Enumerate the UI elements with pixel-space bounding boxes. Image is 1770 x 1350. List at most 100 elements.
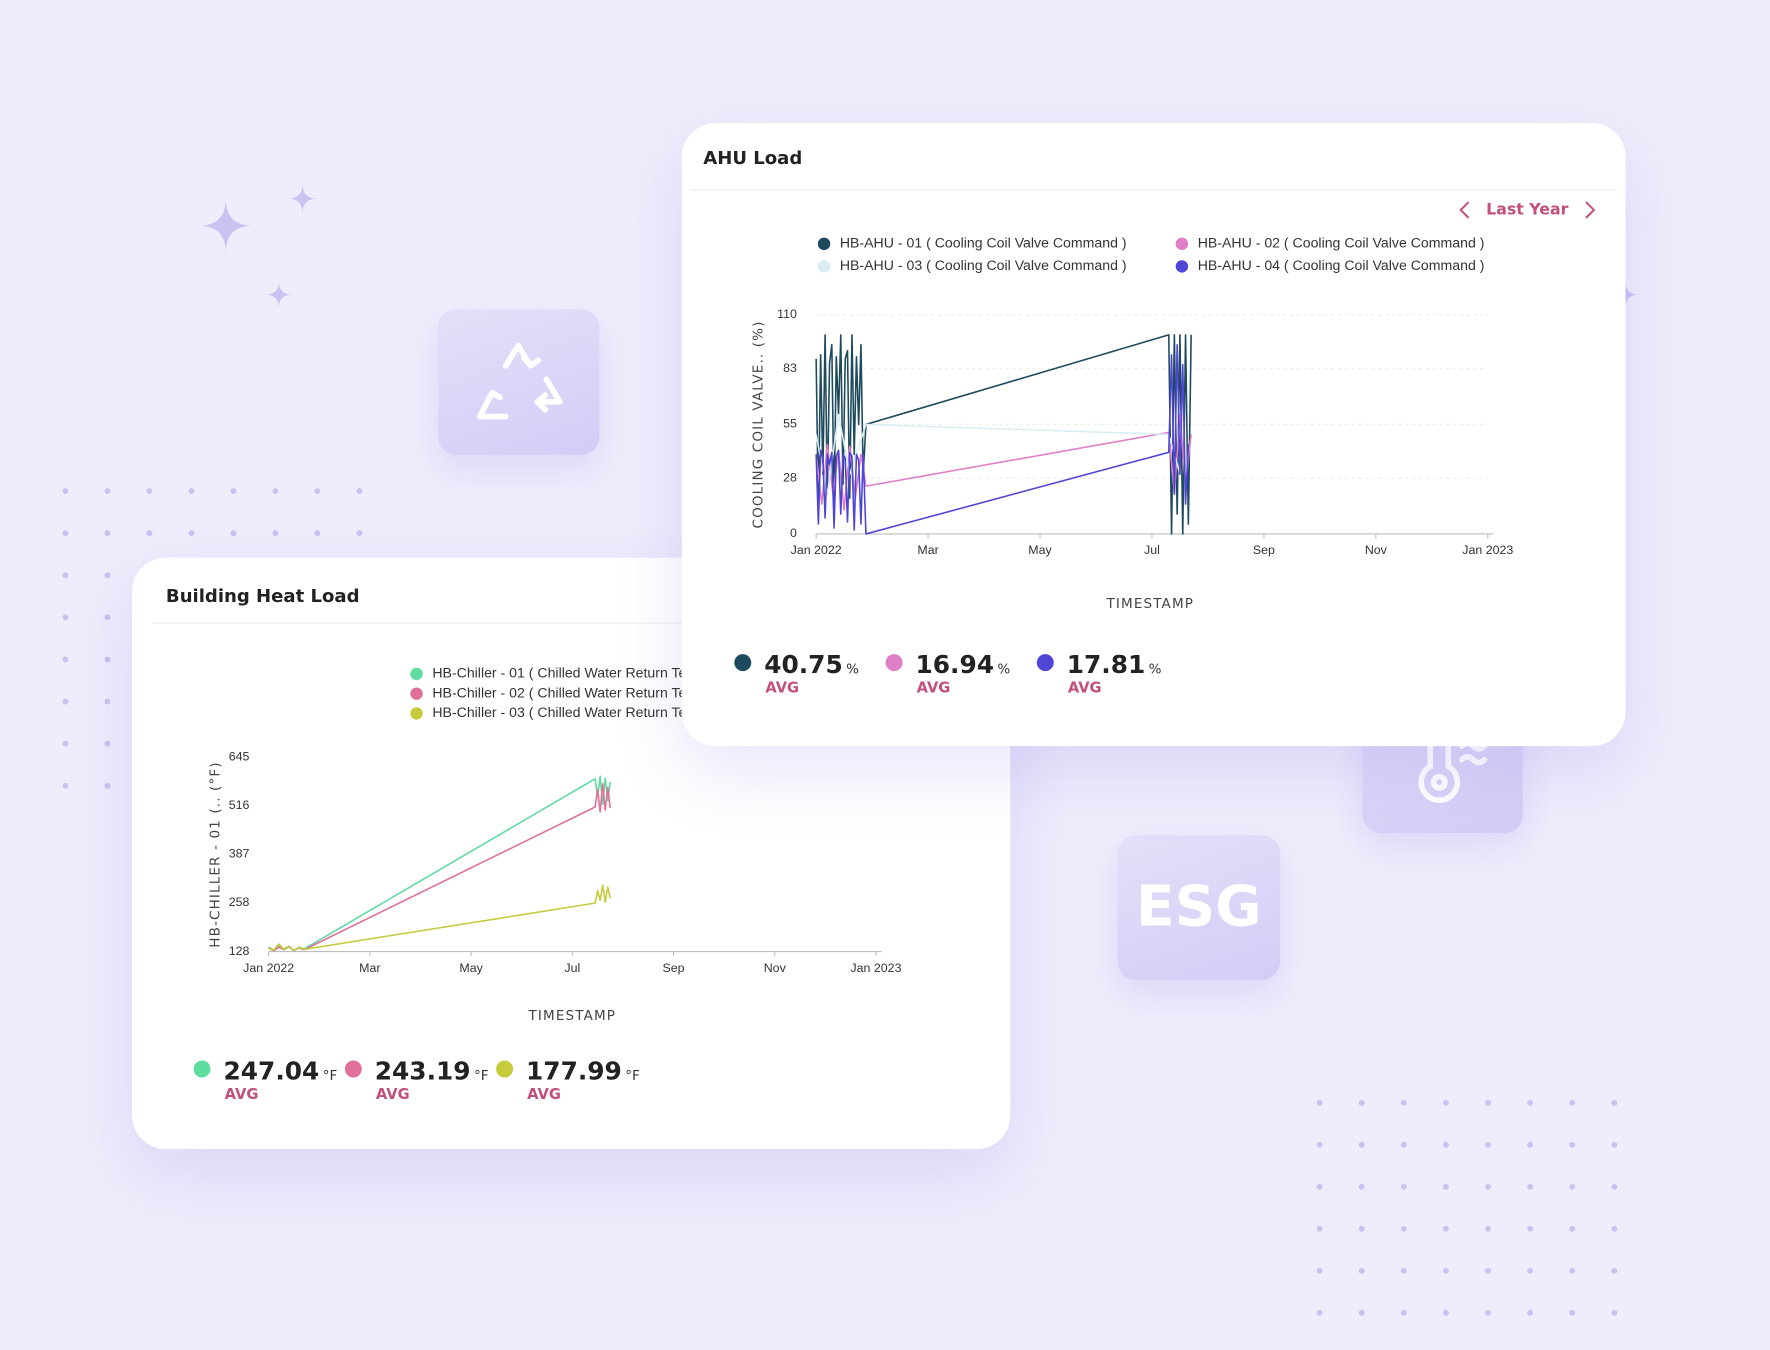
x-tick-label: Mar xyxy=(917,543,938,557)
x-tick-label: May xyxy=(459,961,483,975)
series-line xyxy=(815,344,1190,535)
recycle-icon xyxy=(476,342,563,420)
y-tick-label: 128 xyxy=(229,944,250,958)
y-tick-label: 55 xyxy=(783,417,797,431)
sparkle xyxy=(1611,281,1640,309)
decor-dot xyxy=(104,740,111,747)
stat-unit: % xyxy=(1149,661,1162,677)
decor-dot xyxy=(314,488,321,494)
decor-dot xyxy=(146,488,153,494)
next-button[interactable] xyxy=(1585,201,1596,219)
decor-dot xyxy=(1569,1267,1576,1274)
y-tick-label: 83 xyxy=(783,361,797,375)
series-line xyxy=(815,334,1192,535)
decor-dot xyxy=(1611,1099,1618,1106)
decor-dot xyxy=(1400,1183,1407,1190)
decor-dot xyxy=(1485,1099,1491,1106)
decor-dot xyxy=(1485,1309,1491,1316)
decor-dot xyxy=(188,488,195,494)
esg-tile: ESG xyxy=(1117,835,1281,980)
y-tick-label: 0 xyxy=(790,526,797,540)
card-title: AHU Load xyxy=(703,148,802,169)
legend-marker xyxy=(410,687,423,700)
decor-dot xyxy=(272,530,279,537)
x-tick-label: Sep xyxy=(1253,543,1275,557)
decor-dot xyxy=(1442,1099,1449,1106)
y-tick-label: 387 xyxy=(229,847,250,861)
stat-dot xyxy=(496,1060,514,1078)
x-tick-label: Nov xyxy=(1365,543,1388,557)
x-axis-title: TIMESTAMP xyxy=(1106,596,1195,612)
ahu-load-card: AHU Load Last Year HB-AHU - 01 ( Cooling C… xyxy=(681,123,1626,747)
prev-button[interactable] xyxy=(1459,201,1470,219)
x-tick-label: Jan 2023 xyxy=(1462,543,1513,557)
legend-label: HB-Chiller - 01 ( Chilled Water Return T… xyxy=(432,665,698,681)
legend-marker xyxy=(410,707,423,720)
series-line xyxy=(268,775,612,952)
decor-dot xyxy=(62,614,69,621)
decor-dot xyxy=(62,656,69,663)
y-tick-label: 258 xyxy=(229,895,250,909)
legend-marker xyxy=(817,237,831,251)
decor-dot xyxy=(1611,1267,1618,1274)
decor-dot xyxy=(62,698,69,705)
card-title: Building Heat Load xyxy=(166,586,360,607)
legend-label: HB-AHU - 04 ( Cooling Coil Valve Command… xyxy=(1198,257,1485,273)
decor-dot xyxy=(1316,1225,1323,1232)
decor-dot xyxy=(1442,1141,1449,1148)
decor-dot xyxy=(1400,1267,1407,1274)
decor-dot xyxy=(1527,1141,1534,1148)
decor-dot xyxy=(356,530,363,537)
decor-dot xyxy=(230,530,237,537)
decor-dot xyxy=(1569,1225,1576,1232)
decor-dot xyxy=(1316,1099,1323,1106)
decor-dot xyxy=(1316,1267,1323,1274)
decor-dot xyxy=(146,530,153,537)
x-tick-label: Nov xyxy=(764,961,787,975)
decor-dot xyxy=(1527,1183,1534,1190)
stat-label: AVG xyxy=(376,1086,410,1103)
x-axis-title: TIMESTAMP xyxy=(528,1008,617,1024)
stat-label: AVG xyxy=(1068,680,1102,697)
decor-dot xyxy=(1316,1309,1323,1316)
decor-dot xyxy=(1485,1225,1491,1232)
sparkle xyxy=(198,198,253,253)
series-line xyxy=(268,782,612,952)
stat-dot xyxy=(344,1060,362,1078)
decor-dot xyxy=(104,572,111,579)
legend-label: HB-AHU - 01 ( Cooling Coil Valve Command… xyxy=(840,235,1127,251)
period-label[interactable]: Last Year xyxy=(1486,199,1569,218)
x-tick-label: Jan 2022 xyxy=(791,543,842,557)
decor-dot xyxy=(1527,1099,1534,1106)
y-axis-title: HB-CHILLER - 01 (.. (°F) xyxy=(208,761,224,947)
legend-marker xyxy=(1175,260,1189,273)
decor-dot xyxy=(1358,1183,1365,1190)
x-tick-label: Jul xyxy=(1144,543,1160,557)
stat-label: AVG xyxy=(527,1086,561,1103)
sparkle xyxy=(265,281,293,309)
stat-unit: % xyxy=(997,661,1010,677)
legend-marker xyxy=(410,667,423,681)
stat-unit: °F xyxy=(323,1068,338,1084)
decor-dot xyxy=(104,530,111,537)
stat-value: 16.94 xyxy=(915,650,994,679)
decor-dot xyxy=(1442,1183,1449,1190)
stat-dot xyxy=(734,654,752,672)
decor-dot xyxy=(1400,1225,1407,1232)
decor-dot xyxy=(104,698,111,705)
y-tick-label: 516 xyxy=(229,798,250,812)
decor-dot xyxy=(62,488,69,494)
decor-dot xyxy=(356,488,363,494)
decor-dot xyxy=(104,488,111,494)
x-tick-label: Jan 2023 xyxy=(850,961,901,975)
decor-dot xyxy=(1527,1267,1534,1274)
decor-dot xyxy=(1442,1267,1449,1274)
stat-label: AVG xyxy=(917,680,951,697)
stat-dot xyxy=(885,654,903,672)
legend-label: HB-AHU - 03 ( Cooling Coil Valve Command… xyxy=(840,257,1127,273)
decor-dot xyxy=(1527,1225,1534,1232)
decor-dot xyxy=(1358,1141,1365,1148)
